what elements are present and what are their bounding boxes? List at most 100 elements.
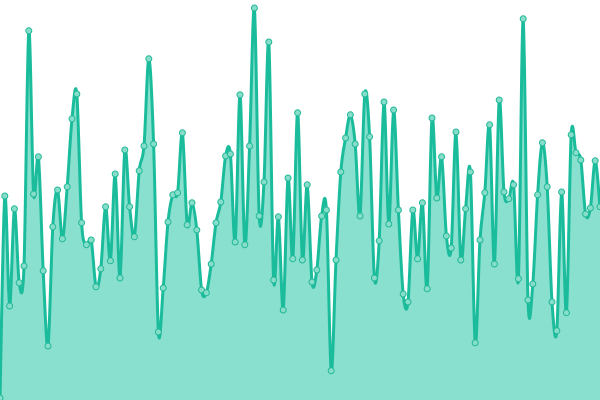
data-point-88 xyxy=(418,199,426,207)
data-point-101 xyxy=(481,189,489,197)
data-point-110 xyxy=(524,296,532,304)
data-point-64 xyxy=(303,181,311,189)
data-point-57 xyxy=(270,276,278,284)
data-point-95 xyxy=(452,128,460,136)
data-point-105 xyxy=(500,188,508,196)
data-point-97 xyxy=(462,205,470,213)
data-point-55 xyxy=(260,178,268,186)
data-point-49 xyxy=(231,238,239,246)
data-point-0 xyxy=(0,394,4,400)
data-point-10 xyxy=(44,342,52,350)
data-point-125 xyxy=(596,203,600,211)
data-point-29 xyxy=(135,167,143,175)
data-point-24 xyxy=(111,170,119,178)
data-point-122 xyxy=(582,210,590,218)
data-point-73 xyxy=(346,111,354,119)
data-point-63 xyxy=(298,256,306,264)
data-point-17 xyxy=(78,219,86,227)
data-point-50 xyxy=(236,91,244,99)
data-point-115 xyxy=(548,298,556,306)
data-point-121 xyxy=(577,156,585,164)
data-point-46 xyxy=(217,198,225,206)
data-point-58 xyxy=(274,213,282,221)
data-point-53 xyxy=(250,4,258,12)
data-point-7 xyxy=(30,190,38,198)
data-point-87 xyxy=(414,255,422,263)
data-point-51 xyxy=(241,241,249,249)
data-point-40 xyxy=(188,199,196,207)
data-point-16 xyxy=(73,90,81,98)
data-point-14 xyxy=(63,183,71,191)
data-point-111 xyxy=(529,280,537,288)
data-point-72 xyxy=(342,134,350,142)
data-point-32 xyxy=(150,140,158,148)
data-point-102 xyxy=(486,121,494,129)
data-point-61 xyxy=(289,255,297,263)
data-point-71 xyxy=(337,168,345,176)
data-point-2 xyxy=(6,302,14,310)
data-point-25 xyxy=(116,274,124,282)
data-point-37 xyxy=(174,189,182,197)
data-point-107 xyxy=(510,181,518,189)
data-point-82 xyxy=(390,106,398,114)
data-point-91 xyxy=(433,194,441,202)
data-point-109 xyxy=(519,15,527,23)
data-point-120 xyxy=(572,149,580,157)
data-point-81 xyxy=(385,220,393,228)
data-point-27 xyxy=(126,203,134,211)
data-point-114 xyxy=(543,183,551,191)
data-point-78 xyxy=(370,274,378,282)
data-point-62 xyxy=(294,109,302,117)
data-point-124 xyxy=(591,157,599,165)
data-point-86 xyxy=(409,206,417,214)
data-point-108 xyxy=(514,275,522,283)
data-point-34 xyxy=(159,284,167,292)
data-point-74 xyxy=(351,140,359,148)
data-point-69 xyxy=(327,367,335,375)
data-point-56 xyxy=(265,38,273,46)
data-point-9 xyxy=(39,267,47,275)
data-point-94 xyxy=(447,244,455,252)
data-point-4 xyxy=(15,279,23,287)
data-point-19 xyxy=(87,236,95,244)
data-point-118 xyxy=(562,309,570,317)
data-point-92 xyxy=(438,153,446,161)
data-point-83 xyxy=(394,206,402,214)
data-point-31 xyxy=(145,55,153,63)
data-point-76 xyxy=(361,90,369,98)
data-point-43 xyxy=(202,289,210,297)
data-point-67 xyxy=(318,212,326,220)
data-point-35 xyxy=(164,218,172,226)
data-point-41 xyxy=(193,226,201,234)
data-point-22 xyxy=(102,203,110,211)
data-point-3 xyxy=(10,205,18,213)
data-point-12 xyxy=(54,186,62,194)
data-points xyxy=(0,4,600,400)
data-point-113 xyxy=(538,139,546,147)
data-point-13 xyxy=(58,235,66,243)
data-point-11 xyxy=(49,223,57,231)
data-point-26 xyxy=(121,146,129,154)
data-point-8 xyxy=(34,153,42,161)
data-point-59 xyxy=(279,306,287,314)
data-point-103 xyxy=(490,260,498,268)
data-point-33 xyxy=(154,328,162,336)
data-point-48 xyxy=(226,150,234,158)
data-point-119 xyxy=(567,131,575,139)
data-point-123 xyxy=(586,204,594,212)
data-point-5 xyxy=(20,262,28,270)
data-point-96 xyxy=(457,256,465,264)
data-point-70 xyxy=(332,256,340,264)
data-point-30 xyxy=(140,142,148,150)
data-point-38 xyxy=(178,129,186,137)
data-point-93 xyxy=(442,232,450,240)
data-point-65 xyxy=(308,278,316,286)
data-point-85 xyxy=(404,298,412,306)
data-point-28 xyxy=(130,233,138,241)
data-point-90 xyxy=(428,114,436,122)
data-point-75 xyxy=(356,212,364,220)
data-point-45 xyxy=(212,219,220,227)
data-point-77 xyxy=(366,133,374,141)
data-point-54 xyxy=(255,212,263,220)
